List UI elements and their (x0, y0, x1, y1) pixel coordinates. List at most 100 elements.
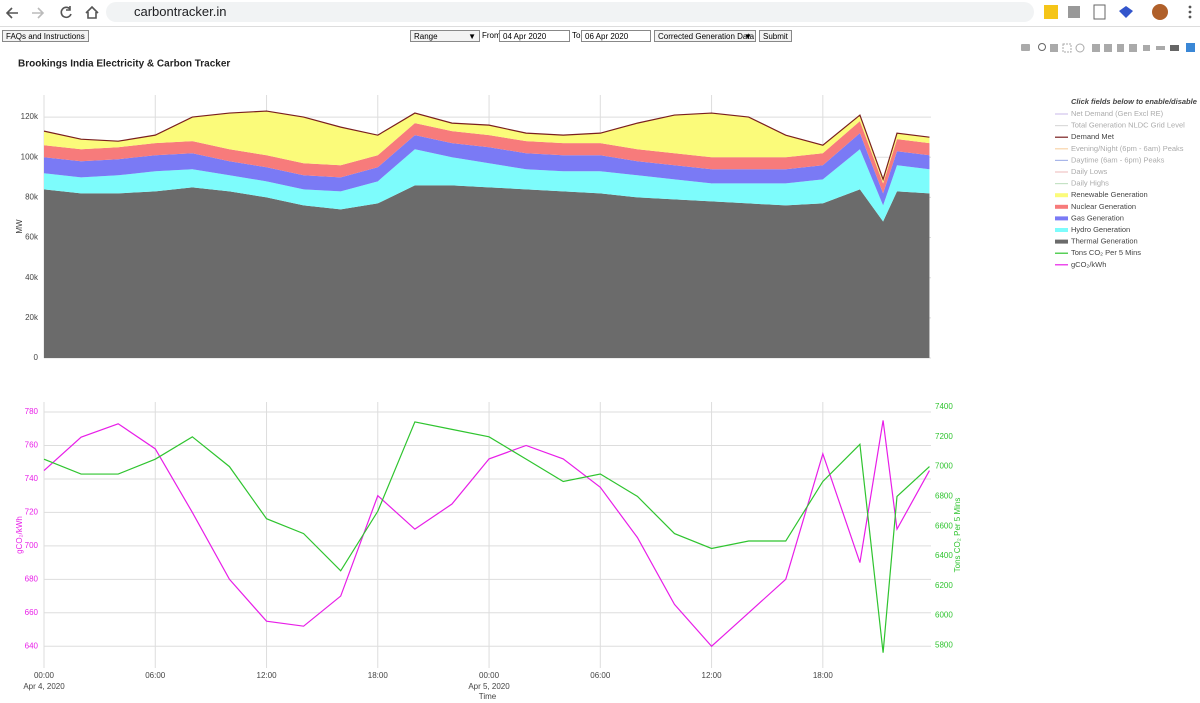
y2-tick-label: 6600 (935, 521, 953, 530)
mode-icon[interactable] (1156, 46, 1165, 50)
x-tick-label: 00:00 (34, 671, 55, 680)
legend-label: gCO₂/kWh (1071, 260, 1106, 269)
legend-item[interactable]: Total Generation NLDC Grid Level (1055, 121, 1185, 130)
series-line (43, 110, 930, 182)
legend-title: Click fields below to enable/disable (1071, 97, 1197, 106)
y2-tick-label: 6400 (935, 551, 953, 560)
y-tick-label: 120k (21, 112, 39, 121)
stacked-area (44, 149, 930, 222)
x-tick-label: 12:00 (702, 671, 723, 680)
mode-icon[interactable] (1092, 44, 1100, 52)
y-tick-label: 760 (25, 441, 39, 450)
legend-item[interactable]: Tons CO₂ Per 5 Mins (1055, 248, 1141, 257)
legend-label: Hydro Generation (1071, 225, 1130, 234)
legend-label: Nuclear Generation (1071, 202, 1136, 211)
x-tick-label: 18:00 (813, 671, 834, 680)
legend-label: Tons CO₂ Per 5 Mins (1071, 248, 1141, 257)
x-tick-label: 18:00 (368, 671, 389, 680)
to-label: To (572, 31, 581, 40)
y-tick-label: 680 (25, 574, 39, 583)
y-tick-label: 660 (25, 608, 39, 617)
legend-item[interactable]: Thermal Generation (1055, 237, 1138, 246)
x-tick-label: 12:00 (257, 671, 278, 680)
mode-icon[interactable] (1186, 43, 1195, 52)
page-title: Brookings India Electricity & Carbon Tra… (18, 59, 230, 70)
y-tick-label: 0 (34, 353, 39, 362)
modebar (1021, 43, 1195, 53)
legend-label: Gas Generation (1071, 213, 1124, 222)
dropdown-arrow: ▼ (744, 32, 752, 41)
y-tick-label: 780 (25, 407, 39, 416)
y-axis-label: MW (15, 219, 24, 234)
browser-extensions (1044, 4, 1192, 20)
nav-icons (5, 5, 99, 19)
legend-item[interactable]: Gas Generation (1055, 213, 1124, 222)
mode-icon[interactable] (1062, 43, 1072, 53)
range-text: Range (414, 32, 438, 41)
legend-label: Evening/Night (6pm - 6am) Peaks (1071, 144, 1184, 153)
y-axis-label: gCO₂/kWh (15, 516, 24, 554)
x-tick-label: 06:00 (145, 671, 166, 680)
to-date-input[interactable]: 06 Apr 2020 (581, 30, 651, 42)
legend-item[interactable]: Demand Met (1055, 132, 1115, 141)
stacked-area (44, 121, 930, 194)
legend-label: Renewable Generation (1071, 190, 1148, 199)
y2-tick-label: 5800 (935, 640, 953, 649)
x-date-label: Apr 4, 2020 (23, 682, 65, 691)
grid (43, 402, 931, 668)
browser-bar: carbontracker.in (0, 0, 1200, 27)
from-date-input[interactable]: 04 Apr 2020 (499, 30, 570, 42)
mode-icon[interactable] (1143, 45, 1150, 51)
legend-label: Daily Highs (1071, 179, 1109, 188)
mode-icon[interactable] (1117, 44, 1124, 52)
faq-button[interactable]: FAQs and Instructions (2, 30, 89, 42)
url-bar[interactable]: carbontracker.in (106, 2, 1034, 22)
legend-item[interactable]: Nuclear Generation (1055, 202, 1136, 211)
legend-item[interactable]: Renewable Generation (1055, 190, 1148, 199)
legend-label: Daily Lows (1071, 167, 1108, 176)
dataset-select[interactable]: Corrected Generation Data ▼ (654, 30, 756, 42)
y-tick-label: 700 (25, 541, 39, 550)
legend-label: Thermal Generation (1071, 237, 1138, 246)
stacked-area (44, 111, 930, 184)
legend-item[interactable]: Daytime (6am - 6pm) Peaks (1055, 155, 1165, 164)
legend-label: Demand Met (1071, 132, 1115, 141)
legend-item[interactable]: Hydro Generation (1055, 225, 1130, 234)
y-tick-label: 80k (25, 192, 39, 201)
y-tick-label: 40k (25, 273, 39, 282)
legend-label: Total Generation NLDC Grid Level (1071, 121, 1185, 130)
stacked-area (44, 185, 930, 358)
legend-item[interactable]: Net Demand (Gen Excl RE) (1055, 109, 1164, 118)
mode-icon[interactable] (1129, 44, 1137, 52)
legend-label: Net Demand (Gen Excl RE) (1071, 109, 1164, 118)
mode-icon[interactable] (1104, 44, 1112, 52)
y-tick-label: 20k (25, 313, 39, 322)
mode-icon[interactable] (1050, 44, 1058, 52)
y-tick-label: 740 (25, 474, 39, 483)
y2-tick-label: 7200 (935, 432, 953, 441)
mode-icon[interactable] (1021, 44, 1030, 51)
dataset-text: Corrected Generation Data (658, 32, 755, 41)
y-tick-label: 720 (25, 508, 39, 517)
from-label: From (482, 31, 501, 40)
mode-icon[interactable] (1075, 43, 1085, 53)
dropdown-arrow: ▼ (468, 32, 476, 41)
y-tick-label: 100k (21, 152, 39, 161)
y2-tick-label: 7000 (935, 462, 953, 471)
mode-icon[interactable] (1038, 43, 1046, 51)
y2-axis-label: Tons CO₂ Per 5 Mins (953, 498, 962, 573)
x-tick-label: 00:00 (479, 671, 500, 680)
range-select[interactable]: Range ▼ (410, 30, 480, 42)
submit-button[interactable]: Submit (759, 30, 792, 42)
legend-item[interactable]: Evening/Night (6pm - 6am) Peaks (1055, 144, 1184, 153)
legend-item[interactable]: gCO₂/kWh (1055, 260, 1106, 269)
legend-item[interactable]: Daily Highs (1055, 179, 1109, 188)
x-date-label: Apr 5, 2020 (468, 682, 510, 691)
series-line (43, 421, 930, 653)
y2-tick-label: 6000 (935, 611, 953, 620)
mode-icon[interactable] (1170, 45, 1179, 51)
legend-item[interactable]: Daily Lows (1055, 167, 1108, 176)
series-line (43, 420, 930, 648)
